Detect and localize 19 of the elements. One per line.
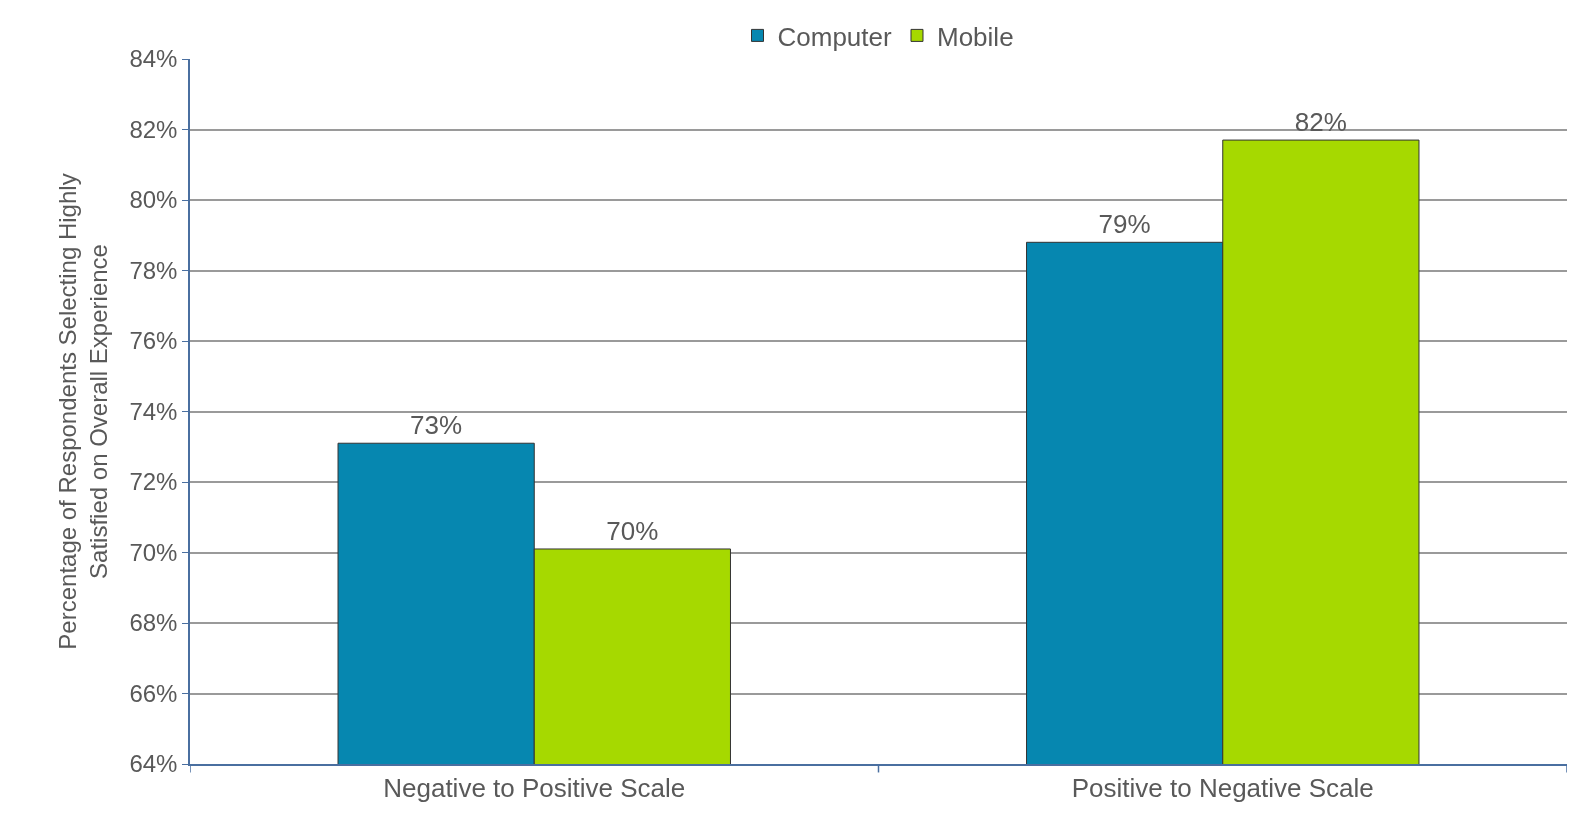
- y-tick-label: 84%: [129, 45, 178, 73]
- legend-label: Computer: [777, 21, 892, 52]
- y-tick-label: 74%: [129, 397, 178, 425]
- y-tick-label: 78%: [129, 256, 178, 284]
- data-label: 79%: [1098, 209, 1151, 240]
- y-tick-label: 76%: [129, 327, 178, 355]
- y-tick-label: 80%: [129, 186, 178, 214]
- y-tick-label: 82%: [129, 115, 178, 143]
- y-tick-label: 64%: [129, 750, 178, 778]
- y-tick-label: 68%: [129, 609, 178, 637]
- y-tick-label: 66%: [129, 679, 178, 707]
- legend-label: Mobile: [937, 21, 1014, 52]
- data-label: 70%: [606, 515, 659, 546]
- data-label: 73%: [410, 410, 463, 441]
- x-tick-label: Negative to Positive Scale: [383, 772, 686, 803]
- x-tick-label: Positive to Negative Scale: [1071, 772, 1374, 803]
- y-tick-label: 72%: [129, 468, 178, 496]
- y-tick-label: 70%: [129, 538, 178, 566]
- y-axis-title: Percentage of Respondents Selecting Highly Satisfied on Overall Experience: [53, 173, 112, 650]
